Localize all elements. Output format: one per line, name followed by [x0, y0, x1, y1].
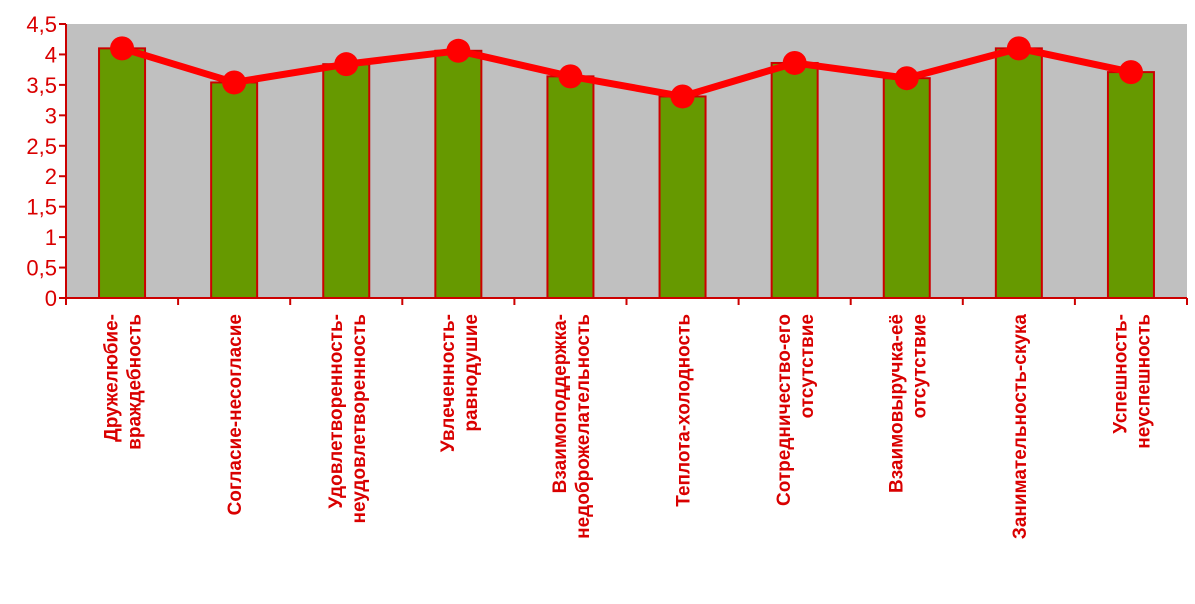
y-tick-label: 0 — [45, 286, 57, 311]
x-tick-label: неуспешность — [1133, 314, 1154, 449]
bar — [658, 95, 707, 299]
y-tick-label: 3,5 — [26, 73, 57, 98]
line-point — [670, 84, 695, 109]
bar — [98, 47, 147, 299]
bar — [210, 81, 259, 299]
bar — [1106, 71, 1155, 299]
bar — [322, 63, 371, 300]
x-tick-label: Теплота-холодность — [674, 314, 695, 507]
x-tick-label: враждебность — [125, 314, 146, 450]
x-tick-label: Увлеченность- — [438, 314, 459, 452]
bar — [546, 75, 595, 299]
axes-group — [59, 23, 1188, 305]
y-tick-label: 2 — [45, 164, 57, 189]
y-tick-label: 1,5 — [26, 195, 57, 220]
x-tick-label: отсутствие — [909, 314, 930, 418]
bar — [994, 47, 1043, 299]
line-point — [558, 64, 583, 89]
x-tick-label: Удовлетворенность- — [326, 314, 347, 509]
y-tick-label: 3 — [45, 103, 57, 128]
y-tick-label: 1 — [45, 225, 57, 250]
x-tick-label: отсутствие — [797, 314, 818, 418]
bar — [882, 77, 931, 299]
line-point — [334, 52, 359, 77]
bars-group — [98, 47, 1155, 300]
x-tick-label: Согласие-несогласие — [225, 314, 246, 515]
line-point — [1118, 60, 1143, 85]
x-tick-label: Дружелюбие- — [102, 314, 123, 442]
bar — [770, 61, 819, 299]
x-tick-label: Взаимоподдержка- — [550, 314, 571, 493]
x-tick-labels: Дружелюбие-враждебность Согласие-несоглас… — [102, 314, 1155, 539]
y-tick-label: 4 — [45, 42, 57, 67]
x-tick-label: недоброжелательность — [573, 314, 594, 539]
line-point — [446, 38, 471, 63]
x-tick-label: равнодушие — [461, 314, 482, 432]
x-tick-label: Занимательность-скука — [1010, 314, 1031, 539]
x-tick-label: Взаимовыручка-её — [886, 314, 907, 493]
line-series — [118, 44, 1135, 100]
y-tick-label: 2,5 — [26, 134, 57, 159]
y-tick-label: 4,5 — [26, 12, 57, 37]
y-tick-label: 0,5 — [26, 256, 57, 281]
line-point — [222, 70, 247, 95]
x-tick-label: Успешность- — [1110, 314, 1131, 434]
line-series-group — [110, 36, 1143, 109]
bar — [434, 49, 483, 300]
x-tick-label: Сотредничество-его — [774, 314, 795, 506]
y-tick-labels: 0 0,5 1 1,5 2 2,5 3 3,5 4 4,5 — [26, 12, 57, 311]
line-point — [894, 66, 919, 91]
line-point — [1006, 36, 1031, 61]
line-point — [110, 36, 135, 61]
line-point — [782, 50, 807, 75]
x-tick-label: неудовлетворенность — [349, 314, 370, 524]
